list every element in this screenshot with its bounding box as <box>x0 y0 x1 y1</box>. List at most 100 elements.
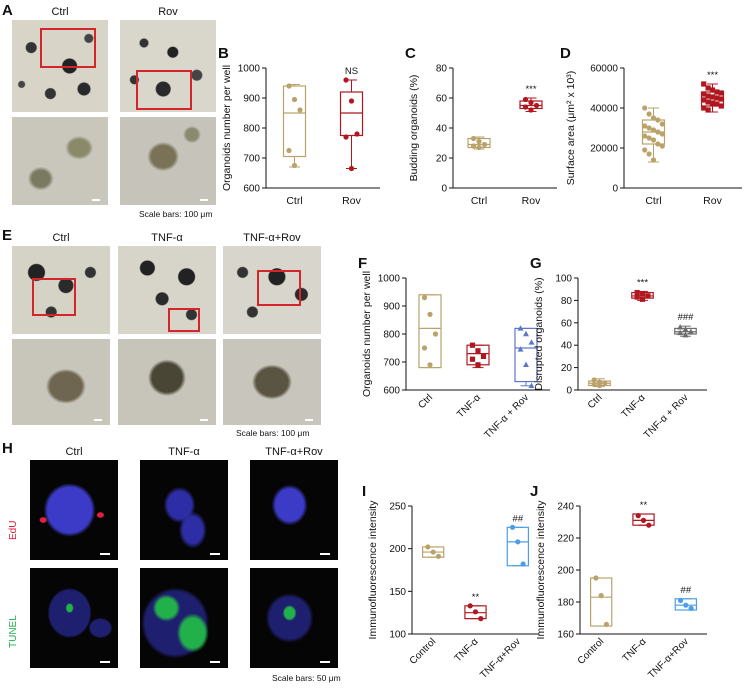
y-tick-label: 20 <box>436 154 448 165</box>
panel-label: F <box>358 255 367 272</box>
data-point <box>467 603 473 609</box>
data-point <box>642 123 648 129</box>
data-point <box>343 77 349 83</box>
panel-label: D <box>560 45 571 62</box>
data-point <box>598 593 604 599</box>
fluor-h-tunel-ctrl <box>30 568 118 668</box>
y-tick-label: 220 <box>557 534 574 545</box>
data-point <box>714 89 720 95</box>
panel-h-scale-caption: Scale bars: 50 μm <box>272 673 341 683</box>
x-tick-label: Ctrl <box>416 392 435 411</box>
data-point <box>701 91 707 97</box>
box <box>589 577 613 627</box>
data-point <box>528 382 535 388</box>
significance-label: ** <box>472 592 480 603</box>
data-point <box>634 294 640 300</box>
data-point <box>642 147 648 153</box>
panel-e-cond-tnf: TNF-α <box>151 232 183 244</box>
data-point <box>425 544 431 550</box>
significance-label: *** <box>637 277 648 288</box>
chart-i: I 100 150 200 250 Immunofluorescence intensit… <box>362 483 539 681</box>
y-tick-label: 80 <box>561 296 573 307</box>
data-point <box>659 131 665 137</box>
micrograph-a-ctrl-bottom <box>12 117 108 205</box>
data-point <box>472 609 479 615</box>
data-point <box>701 81 707 87</box>
data-point <box>682 331 689 338</box>
data-point <box>469 356 476 362</box>
x-tick-label: TNF-α + Rov <box>642 392 691 441</box>
data-point <box>427 311 433 317</box>
data-point <box>655 117 661 123</box>
data-point <box>421 295 428 301</box>
data-point <box>478 616 484 622</box>
panel-label: G <box>530 255 542 272</box>
data-point <box>650 157 657 163</box>
data-point <box>645 293 651 299</box>
data-point <box>705 93 711 99</box>
data-point <box>469 342 476 348</box>
data-point <box>709 87 716 93</box>
micrograph-e-tnf-bottom <box>118 339 216 425</box>
y-axis-label: Organoids number per well <box>221 65 233 191</box>
y-tick-label: 80 <box>436 64 448 75</box>
data-point <box>435 553 442 559</box>
y-tick-label: 600 <box>243 184 260 195</box>
x-tick-label: Control <box>576 636 607 667</box>
data-point <box>348 98 355 104</box>
data-point <box>714 101 720 107</box>
data-point <box>475 362 481 368</box>
significance-label: *** <box>707 70 718 81</box>
panel-label-e: E <box>2 227 13 244</box>
y-tick-label: 0 <box>566 386 572 397</box>
significance-label: *** <box>525 84 536 95</box>
data-point <box>650 137 657 143</box>
panel-e-cond-ctrl: Ctrl <box>52 232 70 244</box>
row-label-edu: EdU <box>8 520 19 540</box>
micrograph-a-ctrl-top <box>12 20 108 112</box>
y-tick-label: 60 <box>436 94 448 105</box>
data-point <box>687 328 694 334</box>
y-axis-label: Immunofluorescence intensity <box>535 500 547 640</box>
y-tick-label: 40 <box>561 341 573 352</box>
data-point <box>297 107 303 113</box>
micrograph-e-tnf-top <box>118 246 216 334</box>
fluor-h-edu-tnf <box>140 460 228 560</box>
y-axis-label: Disrupted organoids (%) <box>533 277 545 390</box>
micrograph-e-ctrl-bottom <box>12 339 110 425</box>
scale-bar <box>210 553 220 555</box>
data-point <box>640 517 647 523</box>
data-point <box>528 99 534 106</box>
zoom-box <box>257 270 301 306</box>
box <box>674 598 698 611</box>
row-label-tunel: TUNEL <box>8 615 19 648</box>
data-point <box>596 382 603 389</box>
y-tick-label: 150 <box>389 587 406 598</box>
data-point <box>677 324 684 330</box>
panel-a-cond-ctrl: Ctrl <box>51 6 69 18</box>
significance-label: ** <box>640 500 648 511</box>
zoom-box <box>136 70 192 110</box>
data-point <box>515 539 521 545</box>
data-point <box>683 602 689 608</box>
y-tick-label: 0 <box>441 184 447 195</box>
chart-j: J 160 180 200 220 240 Immunofluorescence inten… <box>530 483 707 681</box>
data-point <box>646 111 652 117</box>
x-tick-label: Rov <box>342 195 361 207</box>
data-point <box>470 135 477 142</box>
panel-label: J <box>530 483 538 500</box>
chart-g: G 0 20 40 60 80 100 Disrupted organoids (%) Ctrl… <box>530 255 707 441</box>
data-point <box>602 380 608 386</box>
data-point <box>709 94 716 100</box>
y-tick-label: 60 <box>561 318 573 329</box>
y-axis-label: Immunofluorescence intensity <box>367 500 379 640</box>
data-point <box>718 90 724 96</box>
x-tick-label: Ctrl <box>286 195 302 207</box>
data-point <box>476 138 482 145</box>
x-tick-label: TNF-α <box>455 392 483 420</box>
y-tick-label: 240 <box>557 502 574 513</box>
data-point <box>593 575 599 581</box>
data-point <box>480 353 487 359</box>
data-point <box>523 330 529 337</box>
box <box>632 513 655 526</box>
